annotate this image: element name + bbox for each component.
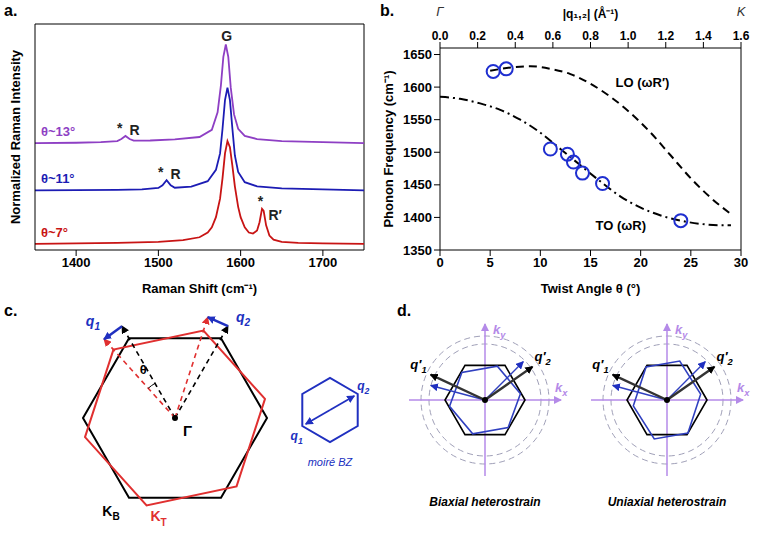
svg-text:|q₁,₂| (Å⁻¹): |q₁,₂| (Å⁻¹) xyxy=(563,6,619,21)
svg-text:KB: KB xyxy=(102,503,119,522)
svg-text:LO (ωR′): LO (ωR′) xyxy=(616,75,670,90)
html-text:a.: a. xyxy=(4,2,18,19)
svg-text:10: 10 xyxy=(533,255,547,270)
svg-text:q1: q1 xyxy=(86,313,101,332)
svg-text:Γ: Γ xyxy=(436,4,444,19)
svg-text:KT: KT xyxy=(150,508,167,527)
svg-text:*: * xyxy=(117,120,123,136)
svg-text:ky: ky xyxy=(493,322,506,340)
svg-text:Raman Shift (cm⁻¹): Raman Shift (cm⁻¹) xyxy=(142,281,257,296)
svg-text:q2: q2 xyxy=(236,309,251,328)
svg-text:d.: d. xyxy=(397,302,411,319)
svg-text:*: * xyxy=(258,193,264,209)
svg-text:1.0: 1.0 xyxy=(620,29,637,43)
svg-text:1600: 1600 xyxy=(226,255,255,270)
svg-text:c.: c. xyxy=(4,302,17,319)
svg-text:1400: 1400 xyxy=(62,255,91,270)
svg-text:kx: kx xyxy=(737,380,750,398)
svg-text:1400: 1400 xyxy=(403,210,432,225)
svg-text:1.4: 1.4 xyxy=(695,29,712,43)
svg-text:θ~7°: θ~7° xyxy=(41,225,68,240)
svg-text:Biaxial heterostrain: Biaxial heterostrain xyxy=(429,495,540,509)
svg-text:1.6: 1.6 xyxy=(733,29,750,43)
svg-text:ky: ky xyxy=(675,322,688,340)
svg-text:0: 0 xyxy=(436,255,443,270)
svg-text:q′1: q′1 xyxy=(410,357,426,375)
svg-text:15: 15 xyxy=(583,255,597,270)
svg-text:1650: 1650 xyxy=(403,47,432,62)
svg-text:R: R xyxy=(171,166,181,182)
svg-text:θ~13°: θ~13° xyxy=(41,124,75,139)
svg-text:q′2: q′2 xyxy=(717,349,734,367)
svg-text:moiré BZ: moiré BZ xyxy=(308,456,354,468)
svg-text:Twist Angle θ (°): Twist Angle θ (°) xyxy=(541,281,641,296)
svg-text:Phonon Frequency (cm⁻¹): Phonon Frequency (cm⁻¹) xyxy=(381,70,396,227)
svg-text:1450: 1450 xyxy=(403,177,432,192)
svg-text:Normalized Raman Intensity: Normalized Raman Intensity xyxy=(8,49,23,224)
svg-text:Uniaxial heterostrain: Uniaxial heterostrain xyxy=(608,495,727,509)
svg-text:1700: 1700 xyxy=(308,255,337,270)
svg-text:q′1: q′1 xyxy=(592,357,608,375)
svg-text:30: 30 xyxy=(734,255,748,270)
svg-text:0.4: 0.4 xyxy=(507,29,524,43)
html-text:b.: b. xyxy=(380,2,395,19)
svg-text:q1: q1 xyxy=(291,429,303,446)
svg-text:*: * xyxy=(158,164,164,180)
svg-text:20: 20 xyxy=(633,255,647,270)
svg-text:1350: 1350 xyxy=(403,243,432,258)
svg-text:R′: R′ xyxy=(268,207,282,223)
svg-text:q′2: q′2 xyxy=(535,349,552,367)
svg-text:1500: 1500 xyxy=(403,145,432,160)
svg-text:G: G xyxy=(221,28,232,44)
svg-text:25: 25 xyxy=(684,255,698,270)
svg-text:0.2: 0.2 xyxy=(469,29,486,43)
svg-text:Γ: Γ xyxy=(183,422,192,439)
svg-text:0.6: 0.6 xyxy=(545,29,562,43)
svg-text:TO (ωR): TO (ωR) xyxy=(596,218,646,233)
svg-text:5: 5 xyxy=(487,255,494,270)
svg-text:0.0: 0.0 xyxy=(432,29,449,43)
svg-text:θ~11°: θ~11° xyxy=(41,171,75,186)
svg-text:θ: θ xyxy=(140,362,147,377)
svg-text:kx: kx xyxy=(555,380,568,398)
svg-text:R: R xyxy=(129,122,139,138)
svg-text:1550: 1550 xyxy=(403,112,432,127)
svg-text:q2: q2 xyxy=(357,379,369,396)
svg-text:1500: 1500 xyxy=(144,255,173,270)
svg-text:1.2: 1.2 xyxy=(657,29,674,43)
svg-text:0.8: 0.8 xyxy=(582,29,599,43)
svg-text:1600: 1600 xyxy=(403,80,432,95)
svg-text:K: K xyxy=(737,4,747,19)
